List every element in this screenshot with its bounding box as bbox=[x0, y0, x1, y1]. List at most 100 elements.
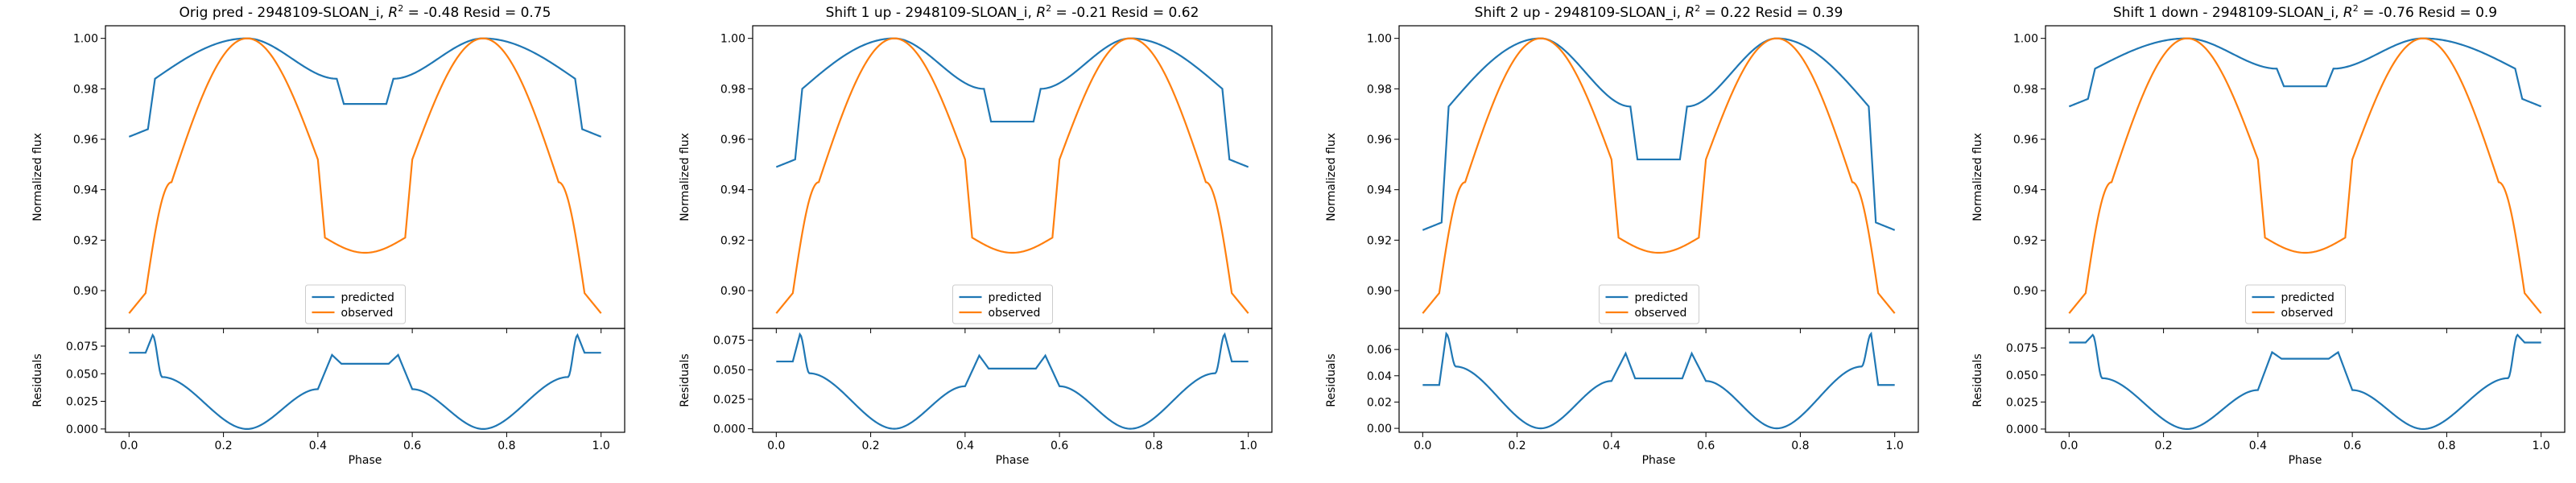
y-tick-label: 0.92 bbox=[73, 234, 98, 247]
y-tick-label: 1.00 bbox=[2013, 33, 2038, 46]
resid-y-tick-label: 0.075 bbox=[713, 335, 745, 348]
title-suffix: = -0.21 Resid = 0.62 bbox=[1051, 5, 1199, 21]
x-tick-label: 0.4 bbox=[1603, 440, 1620, 452]
x-tick-label: 0.2 bbox=[861, 440, 879, 452]
y-tick-label: 1.00 bbox=[73, 33, 98, 46]
residuals-axis-label: Residuals bbox=[1971, 353, 1984, 407]
x-tick-label: 0.0 bbox=[120, 440, 138, 452]
x-axis-label: Phase bbox=[349, 454, 382, 467]
observed-line bbox=[1422, 37, 1896, 314]
observed-line bbox=[128, 37, 602, 314]
resid-y-tick-label: 0.02 bbox=[1367, 396, 1392, 409]
y-tick-label: 0.98 bbox=[1367, 83, 1392, 96]
y-axis-label: Normalized flux bbox=[1325, 133, 1338, 221]
r-squared-exponent: 2 bbox=[2353, 3, 2359, 14]
x-tick-label: 0.2 bbox=[1508, 440, 1525, 452]
r-squared-exponent: 2 bbox=[398, 3, 403, 14]
x-tick-label: 0.6 bbox=[2343, 440, 2361, 452]
legend-label-observed: observed bbox=[341, 307, 394, 320]
residuals-line bbox=[2069, 333, 2541, 431]
r-squared-symbol: R bbox=[1036, 5, 1046, 21]
x-tick-label: 0.0 bbox=[1414, 440, 1431, 452]
x-tick-label: 0.2 bbox=[214, 440, 232, 452]
predicted-line bbox=[2068, 37, 2542, 108]
residuals-axis-label: Residuals bbox=[31, 353, 44, 407]
y-tick-label: 0.92 bbox=[720, 234, 745, 247]
x-tick-label: 0.2 bbox=[2154, 440, 2172, 452]
r-squared-exponent: 2 bbox=[1695, 3, 1700, 14]
x-tick-label: 0.8 bbox=[1791, 440, 1809, 452]
resid-y-tick-label: 0.050 bbox=[66, 368, 98, 381]
r-squared-symbol: R bbox=[1685, 5, 1695, 21]
resid-y-tick-label: 0.000 bbox=[713, 423, 745, 436]
x-tick-label: 0.4 bbox=[309, 440, 327, 452]
resid-y-tick-label: 0.075 bbox=[2006, 342, 2038, 355]
residuals-axes-frame bbox=[752, 328, 1273, 433]
residuals-axis-label: Residuals bbox=[1325, 353, 1338, 407]
legend-box bbox=[305, 284, 406, 324]
y-axis-label: Normalized flux bbox=[679, 133, 691, 221]
resid-y-tick-label: 0.04 bbox=[1367, 370, 1392, 383]
y-tick-label: 1.00 bbox=[1367, 33, 1392, 46]
predicted-line bbox=[775, 37, 1249, 168]
resid-y-tick-label: 0.025 bbox=[713, 394, 745, 407]
x-tick-label: 1.0 bbox=[592, 440, 610, 452]
residuals-axes-frame bbox=[1398, 328, 1919, 433]
resid-y-tick-label: 0.06 bbox=[1367, 344, 1392, 357]
resid-y-tick-label: 0.050 bbox=[713, 364, 745, 377]
y-tick-label: 0.98 bbox=[720, 83, 745, 96]
y-tick-label: 0.96 bbox=[720, 134, 745, 147]
flux-axes-frame bbox=[1398, 25, 1919, 329]
title-suffix: = 0.22 Resid = 0.39 bbox=[1700, 5, 1843, 21]
y-axis-label: Normalized flux bbox=[31, 133, 44, 221]
r-squared-exponent: 2 bbox=[1046, 3, 1051, 14]
y-tick-label: 0.98 bbox=[2013, 83, 2038, 96]
x-tick-label: 1.0 bbox=[1240, 440, 1257, 452]
title-suffix: = -0.48 Resid = 0.75 bbox=[403, 5, 551, 21]
flux-axes-frame bbox=[2045, 25, 2566, 329]
resid-y-tick-label: 0.000 bbox=[66, 423, 98, 436]
legend-label-predicted: predicted bbox=[989, 291, 1042, 304]
legend-label-predicted: predicted bbox=[341, 291, 394, 304]
y-tick-label: 0.90 bbox=[73, 285, 98, 298]
y-tick-label: 0.92 bbox=[2013, 234, 2038, 247]
observed-line bbox=[2068, 37, 2542, 314]
x-tick-label: 0.8 bbox=[497, 440, 515, 452]
r-squared-symbol: R bbox=[388, 5, 398, 21]
x-tick-label: 0.8 bbox=[2438, 440, 2455, 452]
resid-y-tick-label: 0.050 bbox=[2006, 369, 2038, 382]
flux-axes-frame bbox=[752, 25, 1273, 329]
legend-label-predicted: predicted bbox=[2281, 291, 2334, 304]
y-tick-label: 0.94 bbox=[720, 184, 745, 197]
title-suffix: = -0.76 Resid = 0.9 bbox=[2359, 5, 2497, 21]
residuals-line bbox=[776, 332, 1249, 430]
panel-2: Shift 1 up - 2948109-SLOAN_i, R2 = -0.21… bbox=[679, 3, 1273, 467]
legend: predicted observed bbox=[1599, 284, 1699, 324]
residuals-axes-frame bbox=[105, 328, 625, 433]
x-tick-label: 1.0 bbox=[1886, 440, 1904, 452]
y-tick-label: 0.94 bbox=[1367, 184, 1392, 197]
y-tick-label: 0.94 bbox=[2013, 184, 2038, 197]
y-tick-label: 0.90 bbox=[2013, 285, 2038, 298]
legend-label-observed: observed bbox=[1635, 307, 1687, 320]
x-axis-label: Phase bbox=[2289, 454, 2322, 467]
legend-box bbox=[1599, 284, 1699, 324]
y-tick-label: 0.90 bbox=[1367, 285, 1392, 298]
y-tick-label: 0.90 bbox=[720, 285, 745, 298]
flux-axes-frame bbox=[105, 25, 625, 329]
predicted-line bbox=[1422, 37, 1896, 231]
x-tick-label: 0.4 bbox=[956, 440, 974, 452]
resid-y-tick-label: 0.025 bbox=[66, 396, 98, 409]
legend-box bbox=[952, 284, 1053, 324]
title-prefix: Shift 2 up - 2948109-SLOAN_i, bbox=[1475, 5, 1686, 21]
panel-4: Shift 1 down - 2948109-SLOAN_i, R2 = -0.… bbox=[1971, 3, 2566, 467]
x-tick-label: 1.0 bbox=[2533, 440, 2550, 452]
title-prefix: Shift 1 up - 2948109-SLOAN_i, bbox=[826, 5, 1037, 21]
y-tick-label: 1.00 bbox=[720, 33, 745, 46]
y-tick-label: 0.94 bbox=[73, 184, 98, 197]
residuals-line bbox=[1422, 331, 1895, 430]
chart-title: Orig pred - 2948109-SLOAN_i, R2 = -0.48 … bbox=[180, 3, 551, 21]
panel-3: Shift 2 up - 2948109-SLOAN_i, R2 = 0.22 … bbox=[1325, 3, 1919, 467]
residuals-axis-label: Residuals bbox=[679, 353, 691, 407]
